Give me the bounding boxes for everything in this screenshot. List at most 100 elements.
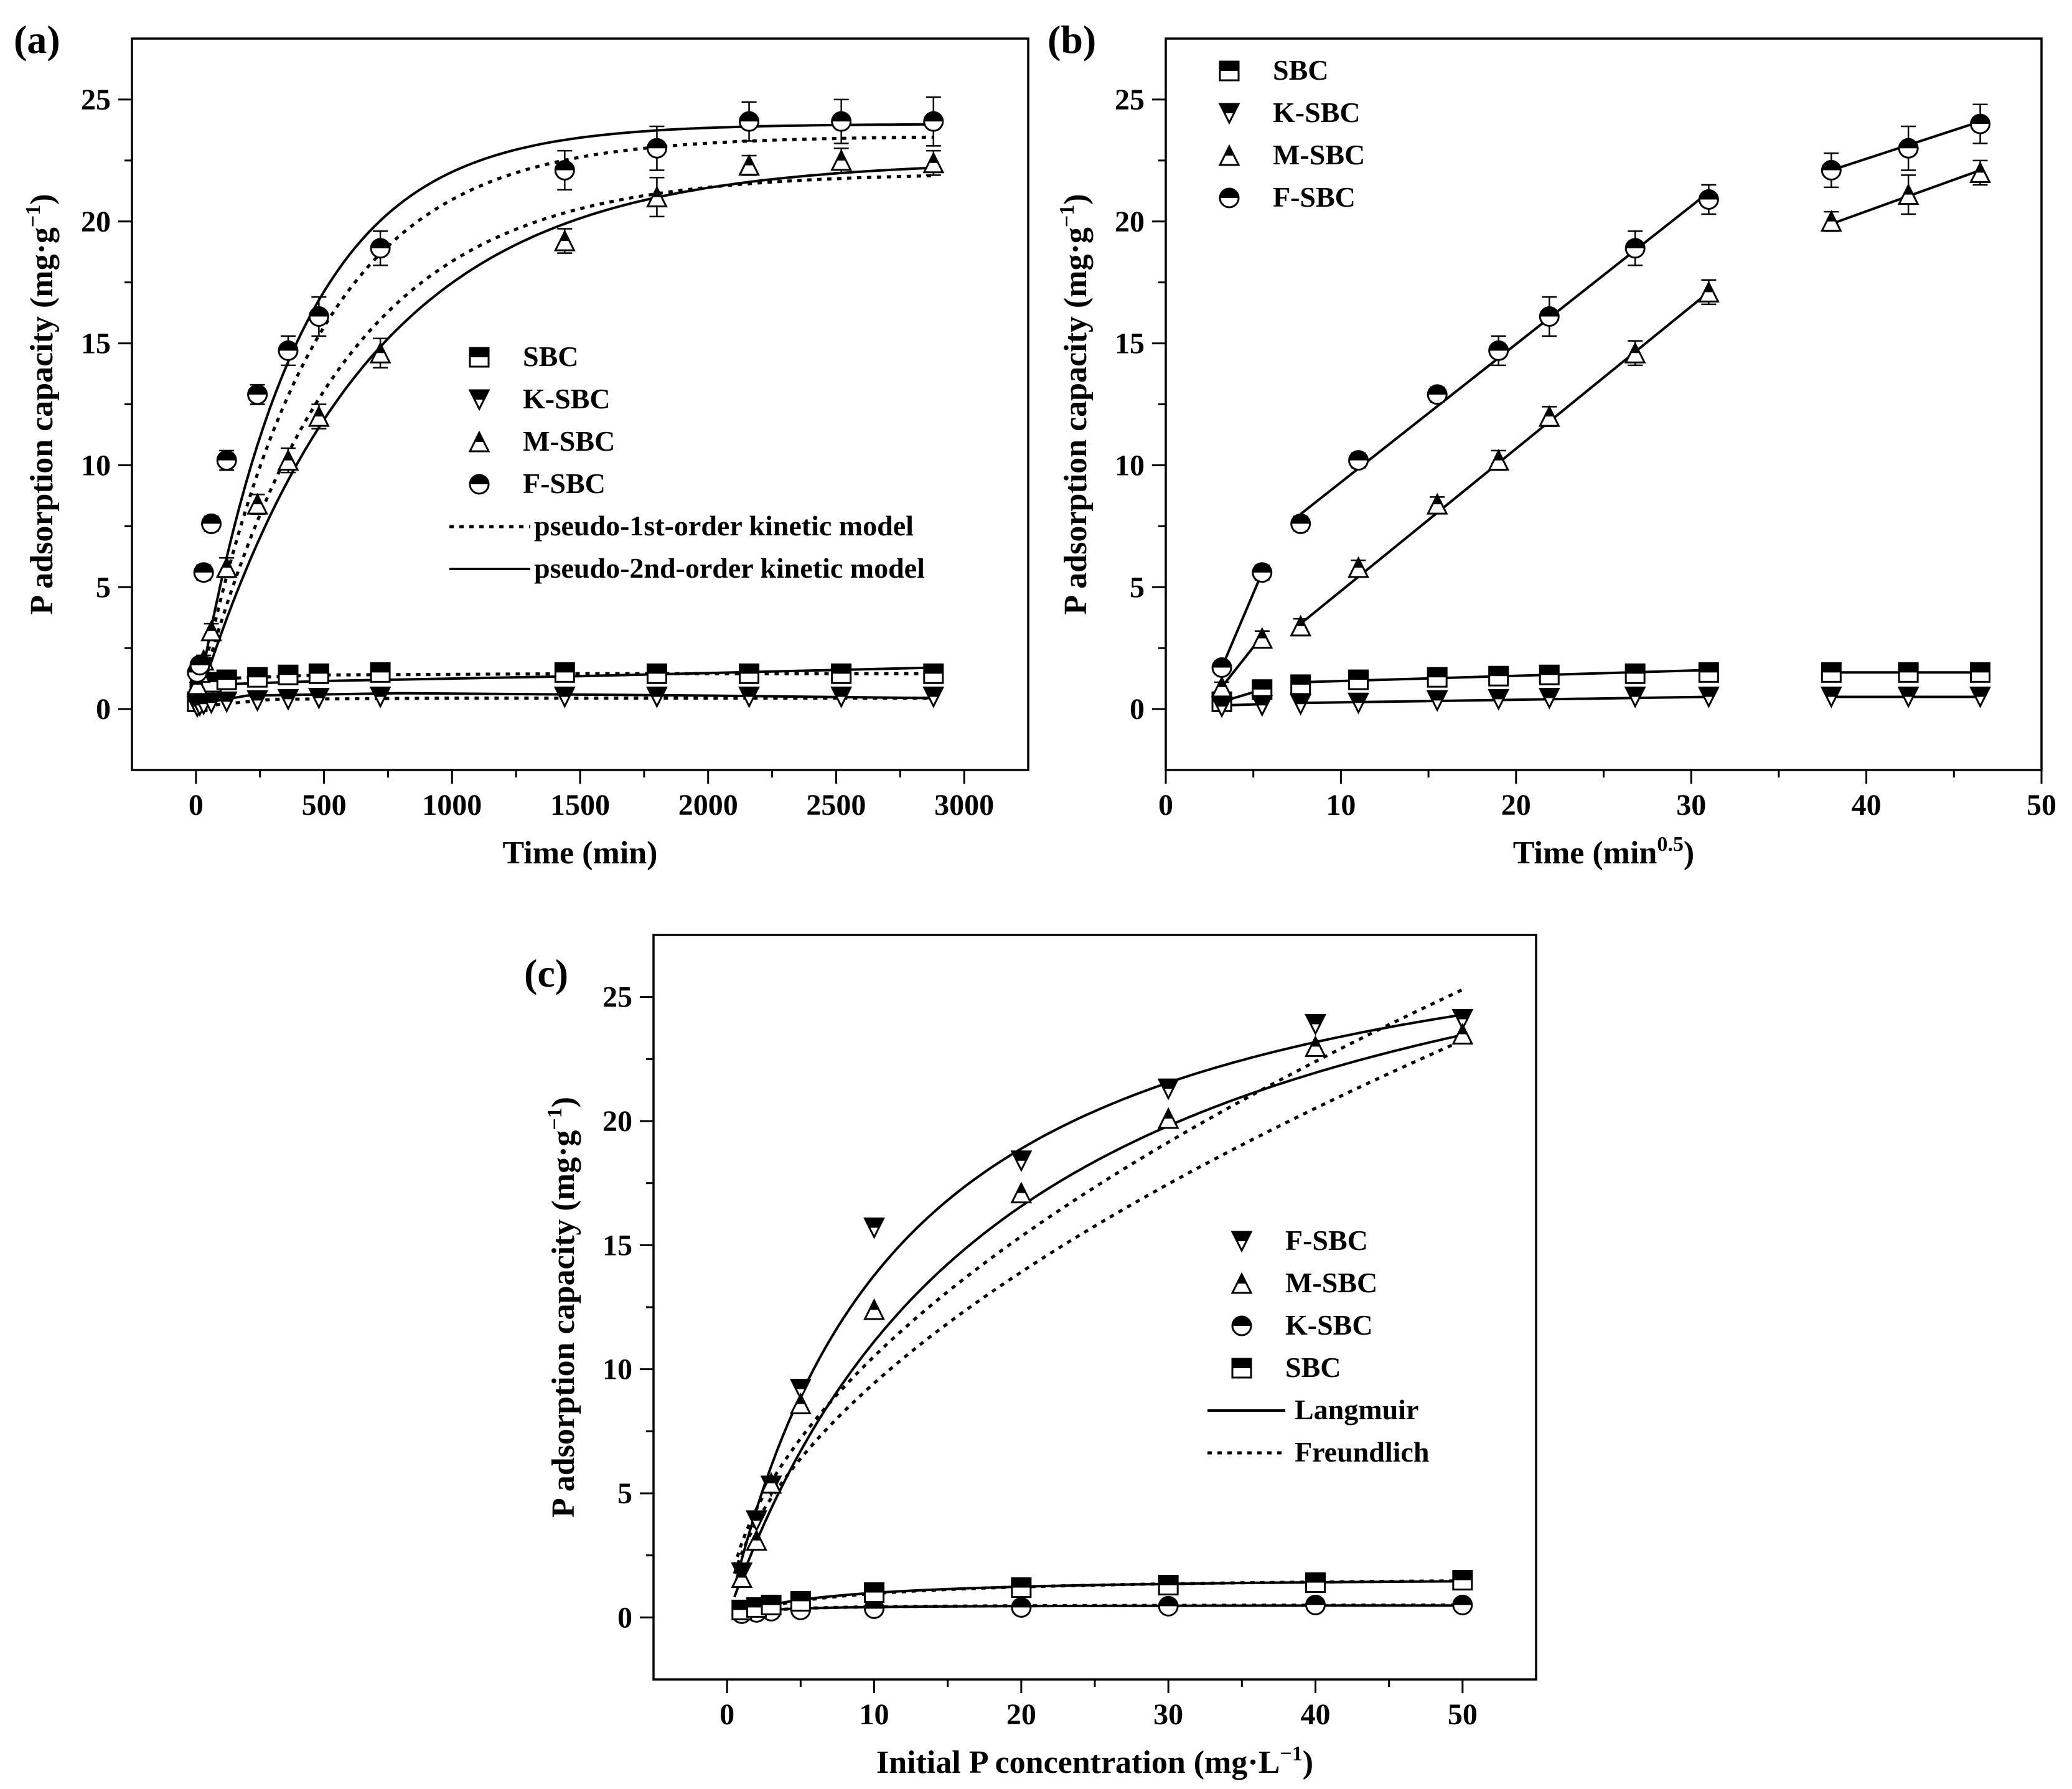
panel-a-series-m-sbc-point: [646, 185, 668, 208]
panel-a-fit-m-sbc-dotted: [194, 174, 934, 710]
panel-b-series-k-sbc-point-fill: [1291, 695, 1310, 705]
panel-b-series-k-sbc-point-fill: [1822, 687, 1841, 697]
panel-b-legend-marker-m-sbc-fill: [1224, 146, 1234, 156]
panel-a-legend-label-sbc: SBC: [523, 340, 578, 372]
panel-c-ytick-label: 25: [602, 981, 632, 1014]
panel-c-xtick-label: 40: [1301, 1698, 1331, 1731]
panel-c-series-m-sbc-point: [760, 1472, 782, 1494]
panel-b-series-sbc-point-fill: [1252, 680, 1272, 690]
panel-a-legend-label-f-sbc: F-SBC: [523, 467, 606, 499]
panel-a-xtick-label: 3000: [934, 789, 994, 822]
panel-b-series-sbc-point-fill: [1349, 670, 1368, 680]
panel-c-series-sbc-point: [864, 1582, 884, 1603]
panel-c-legend-line-label-langmuir: Langmuir: [1295, 1394, 1418, 1425]
panel-a-series-f-sbc-point: [278, 340, 299, 361]
panel-a-x-axis-title: Time (min): [503, 835, 658, 871]
panel-b-ytick-label: 10: [1115, 449, 1145, 482]
panel-c-series-m-sbc-point-fill: [1016, 1183, 1026, 1193]
panel-a-series-f-sbc-point: [646, 138, 667, 159]
panel-b-legend-marker-k-sbc-fill: [1220, 104, 1239, 113]
panel-a-legend-line-label-pseudo-2nd-order-kinetic-model: pseudo-2nd-order kinetic model: [534, 552, 925, 584]
panel-a-series-f-sbc-point: [193, 562, 214, 583]
panel-b-legend-label-m-sbc: M-SBC: [1273, 139, 1365, 171]
panel-b-legend-marker-sbc: [1219, 60, 1240, 82]
panel-a-series-k-sbc-point: [246, 690, 269, 712]
panel-b-series-f-sbc-point: [1624, 238, 1646, 259]
panel-a-series-k-sbc-point: [830, 687, 853, 708]
panel-c-fit-k-sbc-dotted: [734, 1604, 1463, 1617]
panel-a-series-m-sbc-point: [738, 154, 760, 176]
panel-b-series-m-sbc-point: [1969, 161, 1991, 183]
panel-a-series-k-sbc-point-fill: [647, 687, 667, 697]
panel-a-series-f-sbc-point: [370, 238, 391, 259]
panel-b-series-m-sbc-point-fill: [1544, 407, 1554, 417]
panel-c-series-m-sbc-point: [1157, 1107, 1179, 1129]
panel-a-series-sbc-point: [923, 663, 944, 684]
panel-a-series-k-sbc-point-fill: [309, 688, 329, 698]
panel-c-series-m-sbc-point-fill: [1458, 1025, 1468, 1035]
panel-b-series-sbc-point: [1539, 664, 1560, 685]
panel-c-series-sbc: [731, 1570, 1473, 1620]
panel-b-fit-k-sbc-solid: [1300, 695, 1709, 705]
panel-b-ytick-label: 5: [1130, 571, 1145, 604]
panel-c-series-f-sbc-point: [746, 1510, 767, 1533]
panel-c-x-axis-title: Initial P concentration (mg·L−1): [876, 1742, 1313, 1780]
panel-a-series-m-sbc-point: [200, 619, 222, 642]
panel-a-series-m-sbc-point: [369, 341, 391, 364]
panel-a-legend-marker-k-sbc: [468, 389, 490, 411]
panel-c-label: (c): [524, 951, 568, 995]
panel-c-series-k-sbc: [731, 1594, 1473, 1624]
panel-c-legend-marker-f-sbc: [1231, 1231, 1253, 1253]
panel-a-ytick-label: 25: [81, 83, 111, 116]
panel-a-series-f-sbc-point: [201, 513, 222, 534]
panel-a-series-m-sbc-point: [277, 449, 299, 471]
panel-a-ytick-label: 5: [96, 571, 111, 604]
panel-a-series-f-sbc-point: [923, 111, 944, 132]
panel-a-series-m-sbc-point-fill: [375, 344, 385, 354]
panel-c-legend: F-SBC M-SBC K-SBC SBC Langmuir Freundlich: [1207, 1224, 1429, 1468]
panel-c-series-m-sbc-point: [1010, 1181, 1033, 1204]
panel-b-legend-marker-sbc-fill: [1220, 62, 1239, 71]
panel-a-series-sbc-point: [308, 663, 329, 684]
panel-a-series-f-sbc-point: [189, 655, 210, 676]
panel-a-xtick-label: 0: [189, 789, 204, 822]
panel-a-series-m-sbc-point-fill: [314, 407, 324, 417]
panel-a-series-f-sbc-point-fill: [248, 385, 267, 395]
panel-a: (a) 0 500 1000 1500 2000 2500 3000 0 5 10 15 20 25 Tim…: [14, 17, 1029, 871]
panel-c-ytick-label: 20: [602, 1105, 632, 1138]
panel-b-xtick-label: 10: [1326, 789, 1356, 822]
panel-a-legend-label-m-sbc: M-SBC: [523, 425, 615, 457]
panel-a-series-sbc-point-fill: [647, 664, 667, 674]
panel-b-series-m-sbc-point-fill: [1976, 163, 1985, 173]
panel-a-series-m-sbc-point: [215, 556, 238, 578]
panel-b-series-k-sbc-point: [1897, 687, 1920, 708]
panel-c-series-m-sbc-point-fill: [870, 1300, 879, 1310]
panel-c-series-sbc-point: [1452, 1570, 1473, 1591]
panel-b-series-f-sbc-point: [1970, 113, 1991, 134]
panel-c-series-k-sbc-point: [1452, 1594, 1473, 1615]
panel-c-legend-marker-k-sbc-fill: [1232, 1317, 1251, 1326]
panel-c-series-sbc-point: [790, 1590, 811, 1612]
panel-a-ytick-label: 20: [81, 205, 111, 238]
panel-c-series-sbc-point-fill: [1306, 1573, 1325, 1583]
panel-c-xtick-label: 20: [1006, 1698, 1036, 1731]
panel-c-series-m-sbc-point: [731, 1566, 753, 1589]
panel-a-series-f-sbc-point-fill: [647, 139, 667, 149]
panel-a-series-m-sbc-point-fill: [222, 558, 232, 568]
panel-a-series-sbc-point-fill: [555, 663, 574, 673]
panel-b-series-sbc-point-fill: [1699, 663, 1718, 673]
panel-c-series-f-sbc-point-fill: [747, 1511, 766, 1521]
panel-a-series-k-sbc-point: [215, 691, 238, 713]
panel-a-series-k-sbc-point-fill: [371, 687, 390, 697]
panel-c-series-k-sbc-point: [1305, 1594, 1326, 1615]
panel-b-series-f-sbc-point: [1698, 189, 1719, 210]
panel-b-series-f-sbc-point: [1252, 562, 1273, 583]
panel-b-series-sbc-point: [1488, 665, 1509, 687]
panel-b-series-sbc-point: [1290, 674, 1311, 695]
panel-a-legend-marker-k-sbc-fill: [470, 390, 489, 400]
panel-c-series-k-sbc-point-fill: [1306, 1595, 1325, 1605]
panel-b-series-k-sbc-point: [1624, 687, 1646, 708]
panel-b-series-f-sbc-point-fill: [1212, 658, 1232, 668]
panel-b-legend-label-k-sbc: K-SBC: [1273, 96, 1361, 128]
panel-b-series-m-sbc-point: [1538, 405, 1560, 427]
